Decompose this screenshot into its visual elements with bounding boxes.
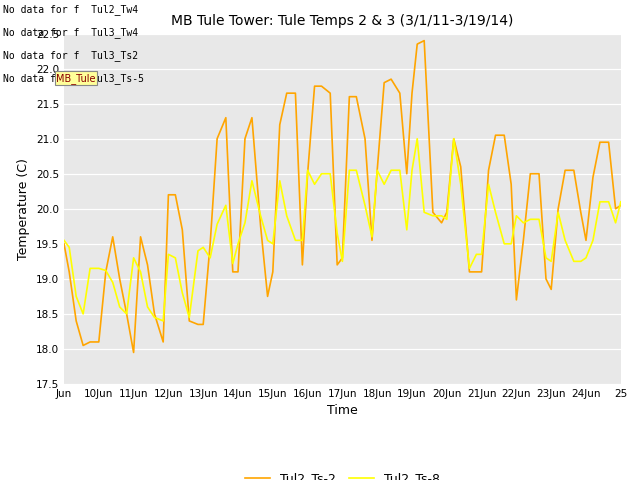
Text: No data for f  Tul2_Tw4: No data for f Tul2_Tw4 — [3, 4, 138, 15]
Tul2_Ts-2 — [130, 349, 138, 355]
Tul2_Ts-2 — [373, 168, 381, 173]
Y-axis label: Temperature (C): Temperature (C) — [17, 158, 30, 260]
X-axis label: Time: Time — [327, 405, 358, 418]
Tul2_Ts-8 — [554, 209, 562, 215]
Tul2_Ts-2 — [413, 41, 421, 47]
Tul2_Ts-2 — [484, 168, 492, 173]
Tul2_Ts-8 — [577, 258, 584, 264]
Text: No data for f  Tul3_Ts-5: No data for f Tul3_Ts-5 — [3, 73, 144, 84]
Tul2_Ts-8 — [413, 136, 421, 142]
Tul2_Ts-8 — [60, 238, 68, 243]
Tul2_Ts-2 — [577, 209, 584, 215]
Title: MB Tule Tower: Tule Temps 2 & 3 (3/1/11-3/19/14): MB Tule Tower: Tule Temps 2 & 3 (3/1/11-… — [172, 14, 513, 28]
Line: Tul2_Ts-8: Tul2_Ts-8 — [64, 139, 621, 321]
Tul2_Ts-2 — [527, 171, 534, 177]
Text: MB_Tule: MB_Tule — [56, 72, 96, 84]
Tul2_Ts-2 — [617, 203, 625, 208]
Tul2_Ts-8 — [159, 318, 167, 324]
Tul2_Ts-2 — [60, 241, 68, 247]
Line: Tul2_Ts-2: Tul2_Ts-2 — [64, 41, 621, 352]
Tul2_Ts-8 — [527, 216, 534, 222]
Tul2_Ts-8 — [617, 199, 625, 204]
Legend: Tul2_Ts-2, Tul2_Ts-8: Tul2_Ts-2, Tul2_Ts-8 — [240, 468, 445, 480]
Text: No data for f  Tul3_Ts2: No data for f Tul3_Ts2 — [3, 50, 138, 61]
Tul2_Ts-8 — [420, 209, 428, 215]
Tul2_Ts-2 — [420, 38, 428, 44]
Tul2_Ts-2 — [554, 206, 562, 212]
Tul2_Ts-8 — [373, 168, 381, 173]
Tul2_Ts-8 — [484, 181, 492, 187]
Text: No data for f  Tul3_Tw4: No data for f Tul3_Tw4 — [3, 27, 138, 38]
